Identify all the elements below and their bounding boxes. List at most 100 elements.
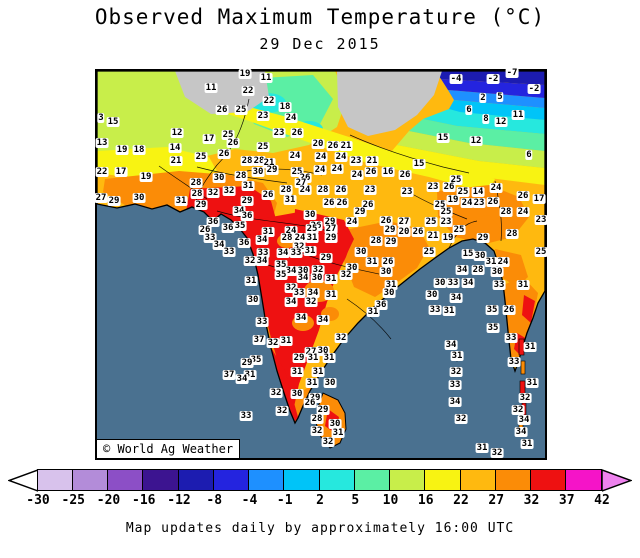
station-temperature-label: 15: [106, 117, 120, 127]
station-temperature-label: 32: [454, 414, 468, 424]
station-temperature-label: 29: [476, 233, 490, 243]
station-temperature-label: 32: [304, 297, 318, 307]
station-temperature-label: 23: [349, 156, 363, 166]
station-temperature-label: 26: [217, 149, 231, 159]
station-temperature-label: 36: [240, 211, 254, 221]
scale-tick-label: -8: [206, 493, 223, 508]
station-temperature-label: 3: [97, 113, 105, 123]
station-temperature-label: 31: [305, 233, 319, 243]
station-temperature-label: 22: [95, 167, 109, 177]
station-temperature-label: 31: [523, 342, 537, 352]
station-temperature-label: 33: [239, 411, 253, 421]
station-temperature-label: 25: [305, 224, 319, 234]
station-temperature-label: 34: [316, 315, 330, 325]
station-temperature-label: 29: [384, 237, 398, 247]
station-temperature-label: 28: [316, 185, 330, 195]
station-temperature-label: 17: [114, 167, 128, 177]
station-temperature-label: 28: [505, 229, 519, 239]
station-temperature-label: 31: [484, 257, 498, 267]
scale-tick-label: 5: [351, 493, 360, 508]
station-temperature-label: 31: [516, 280, 530, 290]
station-temperature-label: 21: [262, 158, 276, 168]
station-temperature-label: 33: [289, 248, 303, 258]
station-temperature-label: 26: [290, 128, 304, 138]
station-temperature-label: 34: [232, 206, 246, 216]
station-temperature-label: 37: [252, 335, 266, 345]
station-temperature-label: 32: [310, 426, 324, 436]
scale-left-arrow: [8, 469, 38, 492]
scale-cell: [283, 469, 320, 491]
station-temperature-label: 30: [310, 273, 324, 283]
station-temperature-label: 24: [298, 185, 312, 195]
station-temperature-label: 26: [322, 198, 336, 208]
station-temperature-label: 25: [452, 225, 466, 235]
scale-cell: [248, 469, 285, 491]
station-temperature-label: 24: [345, 217, 359, 227]
station-temperature-label: 28: [252, 156, 266, 166]
station-temperature-label: 26: [364, 167, 378, 177]
station-temperature-label: 6: [465, 105, 473, 115]
station-temperature-label: 30: [212, 173, 226, 183]
station-temperature-label: 27: [294, 178, 308, 188]
station-temperature-label: 17: [202, 134, 216, 144]
station-temperature-label: 25: [221, 130, 235, 140]
station-temperature-label: 29: [292, 353, 306, 363]
station-temperature-label: 5: [496, 92, 504, 102]
station-temperature-label: 2: [479, 93, 487, 103]
station-temperature-label: 33: [203, 233, 217, 243]
station-temperature-label: 19: [115, 145, 129, 155]
station-temperature-label: 36: [206, 217, 220, 227]
station-temperature-label: 30: [345, 263, 359, 273]
station-temperature-label: 32: [490, 448, 504, 458]
station-temperature-label: 30: [251, 167, 265, 177]
scale-tick-label: 2: [316, 493, 324, 508]
station-temperature-label: 26: [442, 182, 456, 192]
station-temperature-label: 33: [507, 357, 521, 367]
station-temperature-label: 25: [234, 105, 248, 115]
station-temperature-label: 26: [411, 227, 425, 237]
station-temperature-label: 31: [475, 443, 489, 453]
station-temperature-label: 19: [446, 195, 460, 205]
station-temperature-label: 30: [382, 288, 396, 298]
station-temperature-label: 34: [517, 415, 531, 425]
station-temperature-label: 33: [448, 380, 462, 390]
station-temperature-label: 26: [303, 398, 317, 408]
station-temperature-label: 30: [379, 267, 393, 277]
station-temperature-label: 31: [243, 370, 257, 380]
station-temperature-label: 34: [296, 273, 310, 283]
station-temperature-label: 29: [107, 196, 121, 206]
station-temperature-label: 32: [275, 406, 289, 416]
station-temperature-label: 18: [132, 145, 146, 155]
station-temperature-label: 25: [422, 247, 436, 257]
station-temperature-label: 30: [303, 210, 317, 220]
station-temperature-label: 28: [369, 236, 383, 246]
station-temperature-label: 22: [262, 96, 276, 106]
scale-cell: [565, 469, 602, 491]
scale-tick-label: 22: [453, 493, 469, 508]
station-temperature-label: 31: [525, 378, 539, 388]
station-temperature-label: 35: [274, 260, 288, 270]
station-temperature-label: 12: [170, 128, 184, 138]
station-temperature-label: 34: [284, 266, 298, 276]
station-temperature-label: 31: [520, 439, 534, 449]
station-temperature-label: 26: [379, 216, 393, 226]
scale-cell: [389, 469, 426, 491]
station-temperature-label: 34: [461, 278, 475, 288]
station-temperature-label: 23: [256, 111, 270, 121]
scale-tick-label: -16: [132, 493, 156, 508]
station-temperature-label: 29: [324, 233, 338, 243]
station-temperature-label: 34: [212, 240, 226, 250]
station-temperature-label: 29: [383, 225, 397, 235]
station-temperature-label: 35: [486, 323, 500, 333]
station-temperature-label: 30: [290, 389, 304, 399]
station-temperature-label: 30: [354, 247, 368, 257]
station-temperature-label: 28: [190, 189, 204, 199]
station-temperature-label: 26: [361, 200, 375, 210]
scale-cell: [424, 469, 461, 491]
station-temperature-label: 28: [310, 414, 324, 424]
station-temperature-label: 34: [276, 248, 290, 258]
station-temperature-label: 15: [412, 159, 426, 169]
station-temperature-label: 36: [221, 223, 235, 233]
station-temperature-label: 34: [306, 288, 320, 298]
station-temperature-label: 25: [449, 175, 463, 185]
